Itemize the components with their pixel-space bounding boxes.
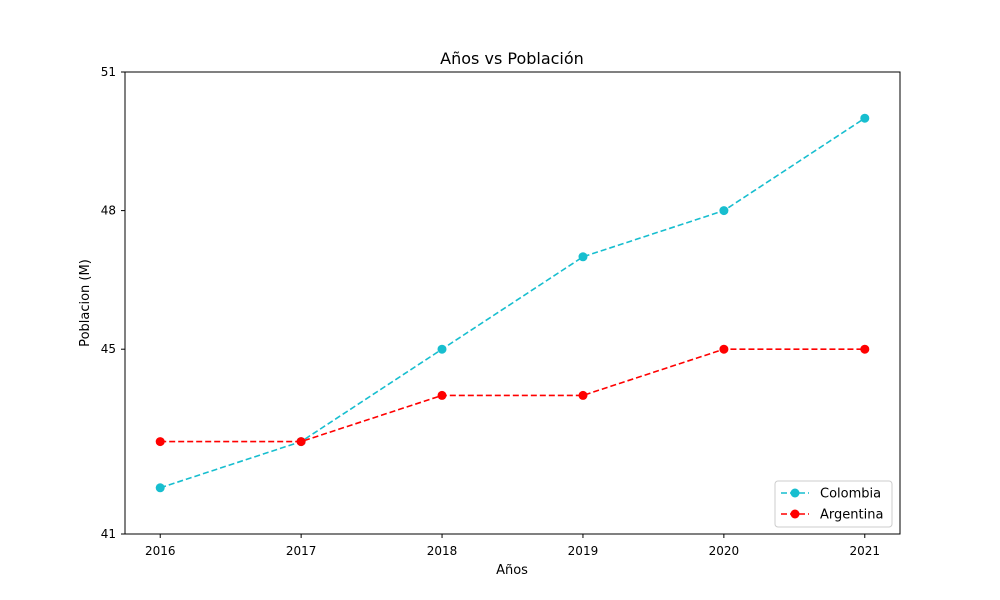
legend-marker-colombia xyxy=(790,488,800,498)
x-tick-label: 2019 xyxy=(568,544,599,558)
chart-title: Años vs Población xyxy=(440,49,584,68)
legend-label-argentina: Argentina xyxy=(820,508,883,523)
x-tick-label: 2016 xyxy=(145,544,176,558)
data-point-argentina-2016 xyxy=(155,437,165,447)
data-point-argentina-2018 xyxy=(437,390,447,400)
data-point-argentina-2019 xyxy=(578,390,588,400)
y-axis-ticks: 41 45 48 51 xyxy=(101,65,125,541)
x-axis-ticks: 2016 2017 2018 2019 2020 2021 xyxy=(145,534,880,558)
plot-frame xyxy=(124,71,901,535)
x-tick-label: 2021 xyxy=(849,544,880,558)
series-line-argentina xyxy=(160,348,865,443)
x-tick-label: 2018 xyxy=(427,544,458,558)
legend-marker-argentina xyxy=(790,509,800,519)
data-point-colombia-2020 xyxy=(719,206,729,216)
data-point-colombia-2021 xyxy=(860,113,870,123)
y-axis-label: Poblacion (M) xyxy=(78,259,93,347)
data-point-argentina-2021 xyxy=(860,344,870,354)
x-tick-label: 2017 xyxy=(286,544,317,558)
data-point-colombia-2019 xyxy=(578,252,588,262)
data-point-argentina-2020 xyxy=(719,344,729,354)
y-tick-label: 45 xyxy=(101,342,116,356)
series-line-colombia xyxy=(159,117,866,489)
y-tick-label: 51 xyxy=(101,65,116,79)
x-tick-label: 2020 xyxy=(709,544,740,558)
y-tick-label: 41 xyxy=(101,527,116,541)
x-axis-label: Años xyxy=(496,563,528,578)
legend-label-colombia: Colombia xyxy=(820,487,881,502)
y-tick-label: 48 xyxy=(101,204,116,218)
series-layer xyxy=(155,113,870,493)
data-point-colombia-2018 xyxy=(437,344,447,354)
legend: Colombia Argentina xyxy=(774,480,893,528)
data-point-colombia-2016 xyxy=(155,483,165,493)
data-point-argentina-2017 xyxy=(296,437,306,447)
